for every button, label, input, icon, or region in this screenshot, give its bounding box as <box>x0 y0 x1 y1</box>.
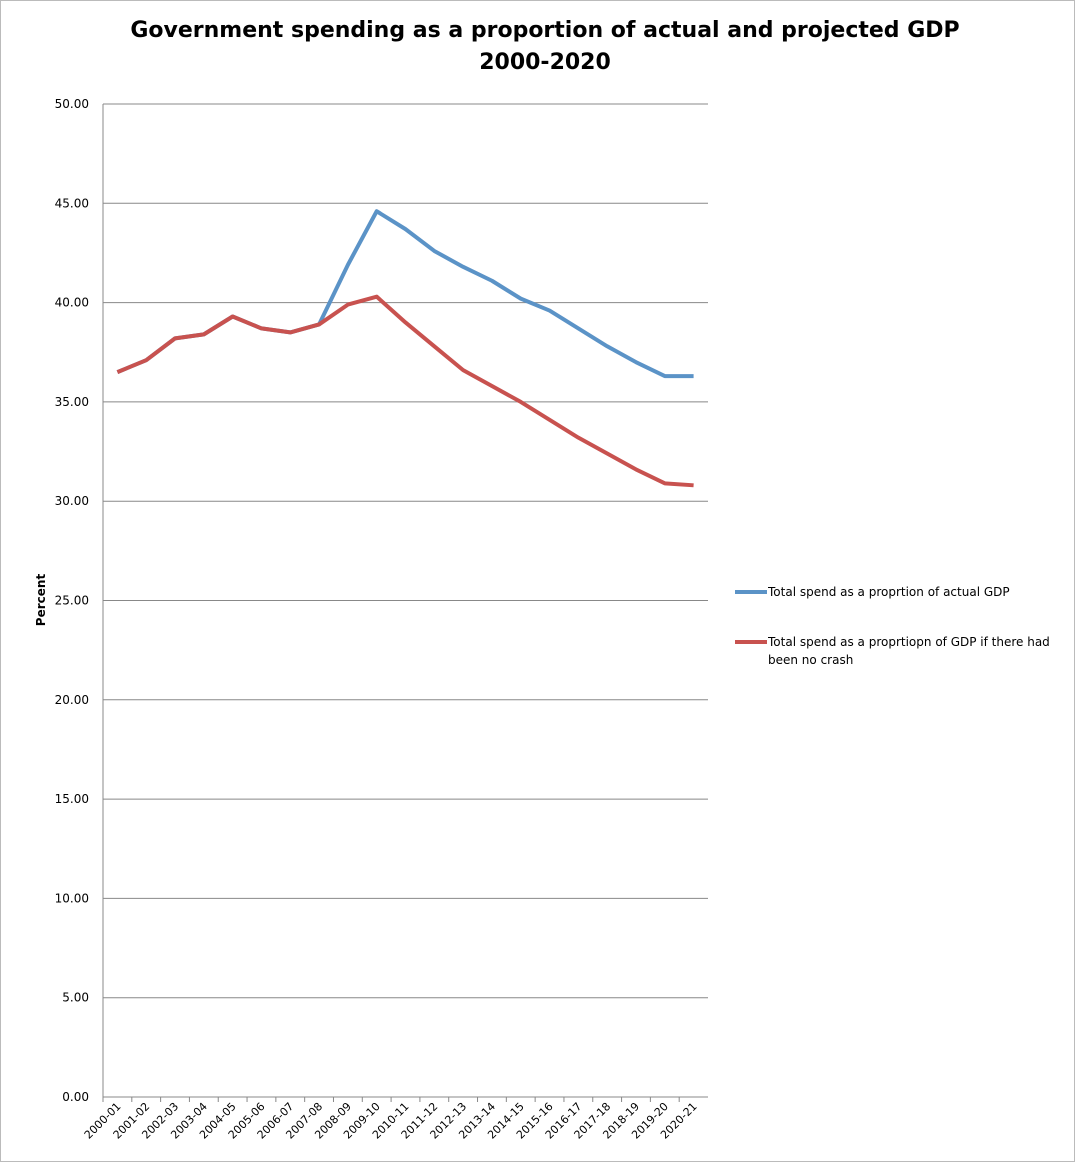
y-tick-label: 40.00 <box>55 296 89 310</box>
y-axis-label: Percent <box>34 574 48 627</box>
y-tick-label: 15.00 <box>55 792 89 806</box>
chart-subtitle: 2000-2020 <box>479 50 611 75</box>
legend-label-box: Total spend as a proprtion of actual GDP <box>768 585 1010 599</box>
y-tick-label: 45.00 <box>55 196 89 210</box>
y-tick-label: 5.00 <box>62 991 89 1005</box>
y-tick-label: 30.00 <box>55 494 89 508</box>
y-tick-label: 10.00 <box>55 891 89 905</box>
y-tick-label: 20.00 <box>55 693 89 707</box>
y-tick-label: 0.00 <box>62 1090 89 1104</box>
chart-title: Government spending as a proportion of a… <box>130 18 959 43</box>
series-line <box>116 294 694 488</box>
y-tick-label: 50.00 <box>55 97 89 111</box>
legend-label-box: Total spend as a proprtiopn of GDP if th… <box>768 635 1050 667</box>
legend-label: Total spend as a proprtion of actual GDP <box>768 585 1010 599</box>
y-tick-label: 35.00 <box>55 395 89 409</box>
y-tick-label: 25.00 <box>55 594 89 608</box>
legend-label: Total spend as a proprtiopn of GDP if th… <box>768 635 1050 667</box>
